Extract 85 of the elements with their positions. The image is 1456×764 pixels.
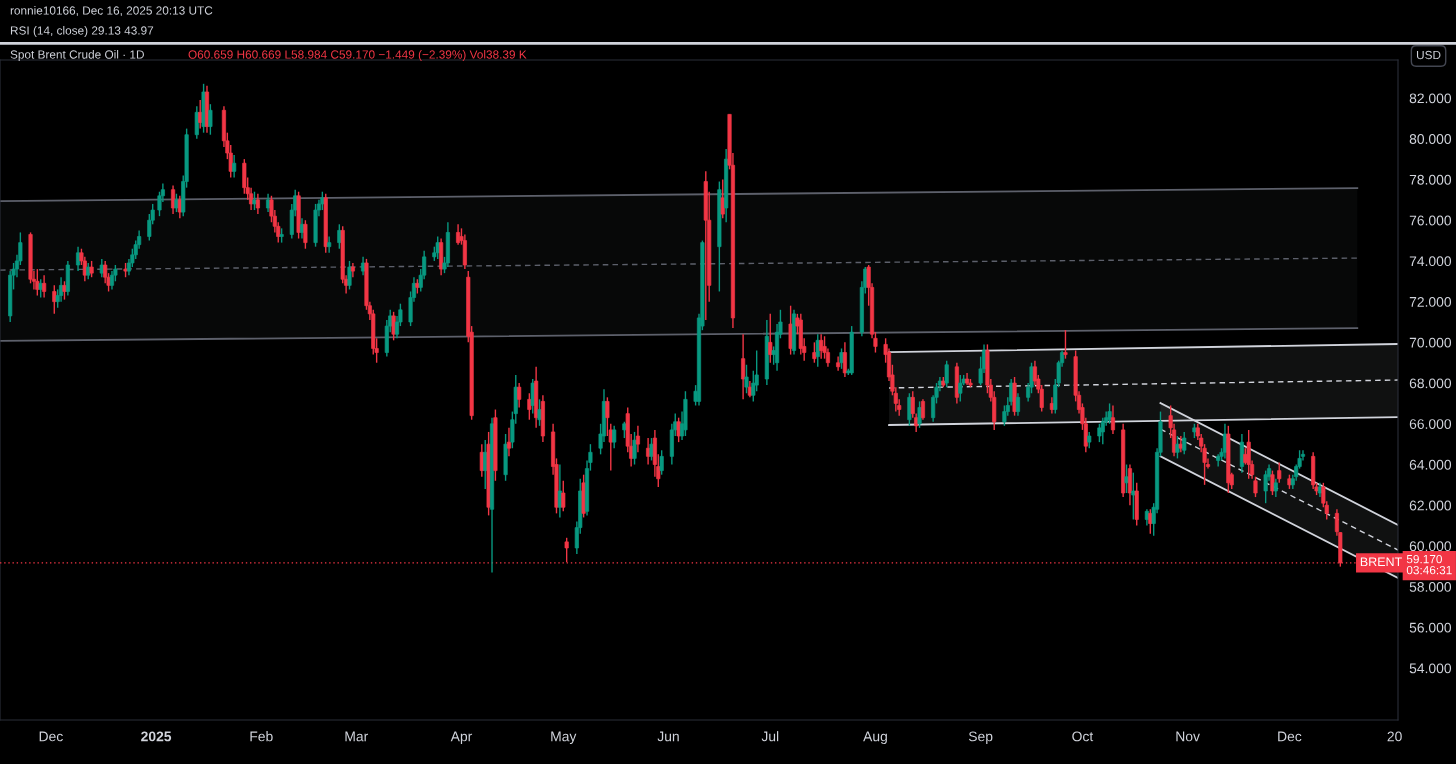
y-tick-label: 72.000 [1409,296,1452,307]
text: ronnie10166, Dec 16, 2025 20:13 UTC [10,6,213,17]
candlestick [194,105,199,140]
text: USD [1416,50,1441,60]
y-tick-label: 70.000 [1409,337,1452,348]
y-tick-label: 82.000 [1409,93,1452,104]
candlestick [1277,461,1282,484]
y-tick-label: 66.000 [1409,419,1452,429]
candlestick [252,191,257,211]
x-tick-label: Nov [1176,731,1200,742]
y-tick-label: 76.000 [1409,215,1452,226]
x-tick-label: Mar [345,731,369,742]
text: RSI (14, close) 29.13 43.97 [10,26,154,37]
candlestick [62,280,67,301]
y-tick-label: 80.000 [1409,134,1452,144]
x-tick-label: Jun [657,731,679,742]
candlestick [917,400,922,429]
annotation: BRENT [1360,557,1402,567]
x-tick-label: Sep [968,731,993,745]
y-tick-label: 54.000 [1409,663,1452,674]
candlestick [99,258,104,278]
candlestick [42,274,47,299]
candlestick [920,398,925,421]
x-tick-label: Dec [39,731,63,742]
x-tick-label: 2025 [141,731,172,742]
x-tick-label: Dec [1278,731,1302,742]
candlestick [676,416,681,443]
x-tick-label: May [551,731,577,745]
candlestick [52,284,57,315]
candlestick [1273,478,1278,498]
x-tick-label: Feb [250,731,273,742]
candlestick [839,347,844,370]
x-tick-label: Aug [863,731,887,745]
candlestick [812,341,817,364]
y-tick-label: 60.000 [1409,541,1452,552]
candlestick [517,382,522,409]
candlestick [327,235,332,254]
candlestick [527,392,532,421]
candlestick [741,333,746,401]
candlestick [649,437,654,462]
candlestick [208,103,213,136]
candlestick [1100,416,1105,445]
y-tick-label: 64.000 [1409,459,1452,470]
x-tick-label: Jul [761,731,779,742]
candlestick [1263,469,1268,504]
candlestick [1131,471,1136,521]
chart-title: Spot Brent Crude Oil · 1D [10,50,144,61]
y-tick-label: 74.000 [1409,256,1452,267]
candlestick [232,154,237,179]
candlestick [1124,463,1129,494]
candlestick [1107,402,1112,425]
candlestick [1253,476,1258,498]
candlestick [819,333,824,360]
candlestick [1178,435,1183,453]
candlestick [391,311,396,342]
candlestick [479,443,484,478]
y-tick-label: 62.000 [1409,500,1452,511]
ref-line-label: 59.170 03:46:31 [1406,554,1452,575]
candlestick [744,364,749,394]
candlestick [561,480,566,513]
y-tick-label: 56.000 [1409,622,1452,633]
candlestick [506,427,512,458]
candlestick [1270,469,1275,496]
candlestick [303,219,308,250]
y-tick-label: 68.000 [1409,378,1452,389]
candlestick [720,178,725,219]
x-tick-label: Oct [1072,731,1094,742]
candlestick [537,398,542,427]
candlestick [815,333,820,368]
candlestick [659,449,664,476]
candlestick [635,425,640,453]
candlestick [530,378,535,415]
candlestick [836,355,841,372]
candlestick [1063,329,1068,360]
candlestick [564,537,569,563]
candlestick [255,193,260,215]
y-tick-label: 78.000 [1409,174,1452,185]
candlestick [1182,431,1187,456]
candlestick [612,425,617,449]
candlestick [1015,392,1021,417]
x-tick-label: Apr [450,731,473,745]
x-tick-label: 20 [1387,731,1402,742]
y-tick-label: 58.000 [1409,581,1452,592]
chart-subtitle: O60.659 H60.669 L58.984 C59.170 −1.449 (−2.39%) Vol38.39 K [188,50,527,61]
candlestick [38,278,43,299]
